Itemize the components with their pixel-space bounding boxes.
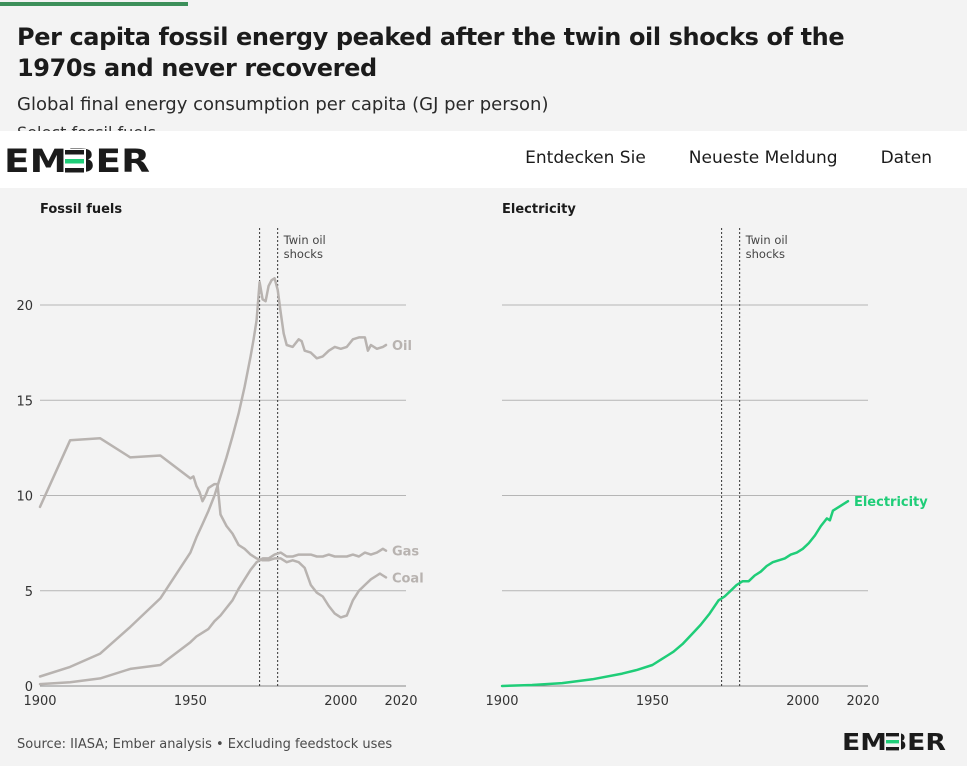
ember-logo[interactable]: EMBER: [4, 143, 150, 177]
x-tick-label: 2000: [324, 694, 357, 709]
oil-label: Oil: [392, 339, 412, 354]
chart-subtitle: Global final energy consumption per capi…: [17, 94, 549, 115]
y-tick-label: 5: [25, 585, 33, 600]
chart-title: Per capita fossil energy peaked after th…: [17, 23, 845, 82]
footer-logo-e-bar-bottom: [886, 747, 899, 751]
source-note: Source: IIASA; Ember analysis • Excludin…: [17, 737, 393, 752]
x-tick-label: 2020: [846, 694, 879, 709]
panel-title: Electricity: [502, 202, 576, 217]
x-tick-label: 2000: [786, 694, 819, 709]
x-tick-label: 1900: [485, 694, 518, 709]
footer-logo-e-bar-middle: [886, 740, 899, 744]
gas-line: [38, 547, 388, 686]
logo-e-bar-top: [65, 150, 84, 155]
gas-label: Gas: [392, 545, 419, 560]
electricity-label: Electricity: [854, 495, 928, 510]
x-tick-label: 1950: [174, 694, 207, 709]
nav-link-latest[interactable]: Neueste Meldung: [688, 148, 838, 168]
annotation-label: Twin oil: [283, 233, 326, 247]
oil-line: [38, 277, 388, 678]
electricity-panel: Electricity 1900 1950 2000 2020 Twin oilshock…: [485, 202, 928, 709]
y-tick-label: 15: [16, 394, 33, 409]
coal-line: [38, 437, 388, 619]
annotation-label: shocks: [746, 247, 785, 261]
accent-bar: [0, 2, 188, 6]
footer-ember-logo: EMBER: [842, 730, 946, 753]
fuel-selector-label[interactable]: Select fossil fuels: [17, 124, 156, 131]
coal-label: Coal: [392, 571, 424, 586]
nav-links: Entdecken Sie Neueste Meldung Daten: [525, 148, 932, 168]
nav-link-data[interactable]: Daten: [880, 148, 932, 168]
logo-e-bar-bottom: [65, 168, 84, 173]
logo-e-bar-middle: [65, 159, 84, 164]
panel-title: Fossil fuels: [40, 202, 122, 217]
x-tick-label: 1950: [636, 694, 669, 709]
fossil-fuels-panel: Fossil fuels 0 5 10 15 20 1900 1950 2000 2020 Twin…: [16, 202, 423, 709]
y-tick-label: 0: [25, 680, 33, 695]
x-tick-label: 1900: [23, 694, 56, 709]
annotation-label: Twin oil: [745, 233, 788, 247]
footer-logo-e-bar-top: [886, 733, 899, 737]
x-tick-label: 2020: [384, 694, 417, 709]
y-tick-label: 20: [16, 299, 33, 314]
chart-area: Fossil fuels 0 5 10 15 20 1900 1950 2000 2020 Twin…: [16, 202, 928, 709]
nav-link-discover[interactable]: Entdecken Sie: [525, 148, 646, 168]
electricity-line: [500, 499, 850, 688]
y-tick-label: 10: [16, 490, 33, 505]
site-navbar: EMBER Entdecken Sie Neueste Meldung Date…: [0, 131, 967, 188]
annotation-label: shocks: [284, 247, 323, 261]
